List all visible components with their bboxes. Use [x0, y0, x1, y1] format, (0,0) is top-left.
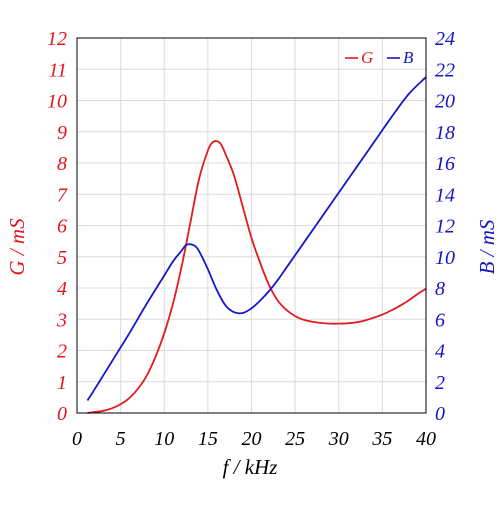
y-right-tick-label: 6 [435, 309, 445, 331]
x-tick-label: 10 [154, 428, 174, 450]
series-line-g [87, 140, 427, 414]
x-axis-label: f / kHz [223, 455, 278, 479]
y-right-tick-label: 16 [435, 153, 455, 175]
y-right-tick-label: 4 [435, 341, 445, 363]
y-right-tick-label: 0 [435, 403, 445, 425]
y-right-tick-label: 10 [435, 247, 455, 269]
tick-labels: 0 5 10 15 20 25 30 35 40012345678910111202468101… [47, 28, 455, 450]
x-tick-label: 30 [328, 428, 349, 450]
y-right-tick-label: 12 [435, 216, 455, 238]
y-axis-label-left: G / mS [5, 218, 29, 276]
y-left-tick-label: 2 [57, 341, 67, 363]
y-left-tick-label: 10 [47, 91, 67, 113]
y-left-tick-label: 8 [57, 153, 67, 175]
legend-label-b: B [403, 48, 414, 67]
legend: G B [345, 48, 414, 67]
y-right-tick-label: 20 [435, 91, 455, 113]
y-axis-label-right: B / mS [475, 219, 499, 274]
grid-lines [76, 37, 427, 414]
y-left-tick-label: 3 [56, 309, 67, 331]
y-right-tick-label: 24 [435, 28, 455, 50]
y-right-tick-label: 8 [435, 278, 445, 300]
plot-frame [76, 37, 427, 414]
y-left-tick-label: 4 [57, 278, 67, 300]
y-right-tick-label: 22 [435, 59, 455, 81]
y-right-tick-label: 2 [435, 372, 445, 394]
y-left-tick-label: 12 [47, 28, 67, 50]
data-series [86, 76, 427, 414]
y-right-tick-label: 18 [435, 122, 455, 144]
y-left-tick-label: 11 [48, 59, 67, 81]
y-left-tick-label: 5 [57, 247, 67, 269]
y-left-tick-label: 0 [57, 403, 67, 425]
x-tick-label: 40 [416, 428, 436, 450]
legend-label-g: G [361, 48, 373, 67]
x-tick-label: 35 [371, 428, 392, 450]
y-left-tick-label: 1 [57, 372, 67, 394]
x-tick-label: 15 [198, 428, 218, 450]
y-left-tick-label: 6 [57, 216, 67, 238]
x-tick-label: 0 [72, 428, 82, 450]
x-tick-label: 5 [116, 428, 126, 450]
series-line-b [86, 76, 427, 401]
y-left-tick-label: 7 [57, 184, 68, 206]
y-right-tick-label: 14 [435, 184, 455, 206]
y-left-tick-label: 9 [57, 122, 67, 144]
x-tick-label: 20 [242, 428, 262, 450]
x-tick-label: 25 [285, 428, 305, 450]
